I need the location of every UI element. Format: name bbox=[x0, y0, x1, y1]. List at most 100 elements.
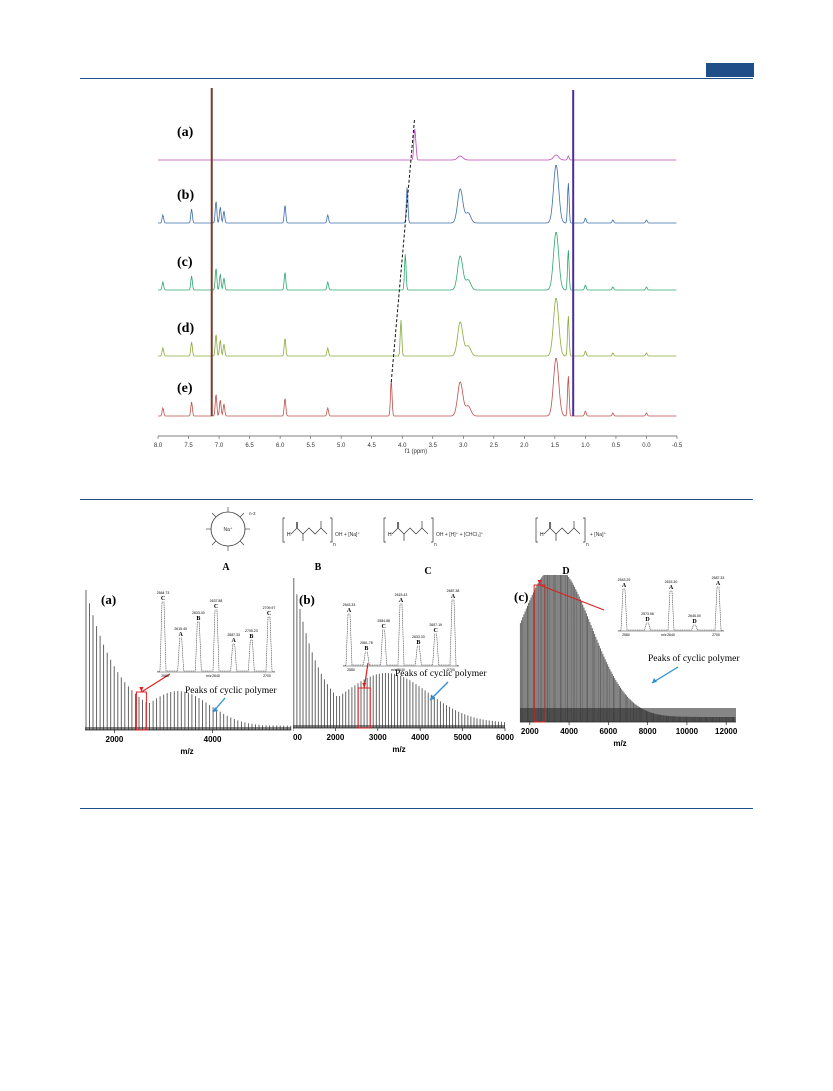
nmr-panel-label: (c) bbox=[177, 255, 193, 270]
inset-peak-value: 2615.30 bbox=[665, 580, 678, 584]
ms-tick-label: 6000 bbox=[496, 733, 514, 742]
highlight-box bbox=[533, 584, 546, 723]
inset-peak-value: 2637.88 bbox=[210, 599, 223, 603]
ms-tick-label: 6000 bbox=[599, 727, 617, 736]
nmr-panel-label: (b) bbox=[177, 188, 194, 203]
section-rule-2 bbox=[80, 808, 753, 809]
structure-a-cyclic: Na⁺ n-3 bbox=[206, 507, 256, 551]
structure-c-ion: OH + [H]⁺ + [CHCl₃]⁺ bbox=[436, 532, 484, 538]
zoom-arrow bbox=[539, 584, 605, 611]
inset-peak-value: 2687.38 bbox=[447, 589, 460, 593]
chemical-structures: Na⁺ n-3 A H OH + [Na]⁺ n B H OH + [H]⁺ +… bbox=[206, 507, 606, 576]
cyclic-polymer-annotation: Peaks of cyclic polymer bbox=[395, 668, 487, 679]
ms-spectrum-panel-c: 2000 4000 6000 8000 10000 12000 m/z (c) Peaks of… bbox=[514, 575, 740, 748]
inset-peak-value: 2657.19 bbox=[429, 623, 442, 627]
inset-peak-letter: D bbox=[692, 619, 697, 625]
inset-tick-label: 2640 bbox=[397, 668, 405, 672]
ms-panel-label: (c) bbox=[514, 589, 528, 604]
inset-tick-label: 2580 bbox=[622, 633, 630, 637]
inset-peak-value: 2564.73 bbox=[157, 591, 170, 595]
nmr-tick-label: 5.5 bbox=[306, 443, 315, 449]
ms-tick-label: 4000 bbox=[204, 735, 222, 744]
nmr-tick-label: 6.0 bbox=[276, 443, 285, 449]
structure-a-ion: Na⁺ bbox=[223, 527, 232, 533]
inset-peak-value: 2687.33 bbox=[227, 633, 240, 637]
nmr-x-axis-label: f1 (ppm) bbox=[405, 449, 427, 455]
inset-peak-letter: A bbox=[178, 632, 183, 638]
inset-peak-letter: A bbox=[399, 598, 404, 604]
inset-peak-letter: D bbox=[645, 617, 650, 623]
inset-tick-label: 2580 bbox=[347, 668, 355, 672]
nmr-tick-label: 1.5 bbox=[551, 443, 560, 449]
inset-peak-value: 2633.33 bbox=[412, 635, 425, 639]
nmr-tick-label: 0.5 bbox=[612, 443, 621, 449]
cyclic-polymer-annotation: Peaks of cyclic polymer bbox=[185, 685, 277, 696]
inset-tick-label: 2640 bbox=[212, 674, 220, 678]
inset-peak-letter: A bbox=[669, 585, 674, 591]
inset-peak-letter: A bbox=[716, 581, 721, 587]
inset-axis-label: m/z bbox=[661, 633, 667, 637]
structure-d-h: H bbox=[540, 532, 544, 538]
ms-peaks bbox=[519, 575, 736, 722]
nmr-tick-label: 8.0 bbox=[154, 443, 163, 449]
structure-c-h: H bbox=[388, 532, 392, 538]
inset-peak-value: 2646.00 bbox=[688, 614, 701, 618]
inset-peak-letter: C bbox=[267, 611, 271, 617]
ms-inset: A2543.33B2561.78C2584.88A2615.43B2633.33… bbox=[343, 589, 460, 672]
inset-axis-label: m/z bbox=[391, 668, 397, 672]
inset-peak-value: 2543.33 bbox=[343, 603, 356, 607]
nmr-tick-label: 2.5 bbox=[490, 443, 499, 449]
zoom-arrow bbox=[141, 673, 171, 693]
nmr-trace bbox=[158, 128, 677, 161]
chemical-shift-trend-line bbox=[390, 119, 415, 383]
inset-peak-letter: B bbox=[416, 640, 420, 646]
structure-d-linear: H + [Na]⁺ n bbox=[535, 517, 606, 548]
structure-label-d: D bbox=[562, 566, 569, 576]
inset-peak-value: 2573.96 bbox=[641, 612, 654, 616]
inset-peak-letter: C bbox=[381, 624, 385, 630]
ms-tick-label: 12000 bbox=[715, 727, 738, 736]
nmr-tick-label: 7.5 bbox=[184, 443, 193, 449]
highlight-box bbox=[135, 691, 147, 731]
inset-peak-value: 2584.88 bbox=[377, 619, 390, 623]
ms-axis-label: m/z bbox=[392, 745, 405, 754]
structure-label-b: B bbox=[315, 562, 322, 573]
nmr-tick-label: 3.5 bbox=[429, 443, 438, 449]
nmr-tick-label: 7.0 bbox=[215, 443, 224, 449]
structure-label-c: C bbox=[424, 566, 431, 576]
inset-peak-letter: A bbox=[451, 594, 456, 600]
inset-peak-value: 2709.97 bbox=[263, 606, 276, 610]
nmr-tick-label: 3.0 bbox=[459, 443, 468, 449]
ms-tick-label: 4000 bbox=[411, 733, 429, 742]
ms-tick-label: 3000 bbox=[369, 733, 387, 742]
structure-label-a: A bbox=[222, 562, 230, 573]
inset-peak-letter: C bbox=[433, 628, 437, 634]
nmr-stacked-spectra: (a) (b) (c) (d) (e) 8.0 7.5 7.0 6.5 6.0 5.5 5.0 4.5… bbox=[154, 88, 683, 455]
cyclic-polymer-arrow bbox=[651, 666, 679, 684]
nmr-tick-label: 5.0 bbox=[337, 443, 346, 449]
inset-peak-value: 2705.23 bbox=[245, 629, 258, 633]
ms-panel-label: (a) bbox=[101, 592, 116, 607]
inset-peak-letter: C bbox=[214, 604, 218, 610]
structure-c-subscript: n bbox=[434, 542, 437, 548]
highlight-box bbox=[357, 687, 371, 729]
inset-peak-letter: B bbox=[196, 616, 200, 622]
structure-b-h: H bbox=[287, 532, 291, 538]
ms-peaks bbox=[85, 589, 292, 730]
inset-peak-value: 2561.78 bbox=[360, 641, 373, 645]
nmr-tick-label: 4.5 bbox=[368, 443, 377, 449]
inset-axis-label: m/z bbox=[206, 674, 212, 678]
nmr-tick-label: 0.0 bbox=[642, 443, 651, 449]
nmr-panel-label: (d) bbox=[177, 321, 194, 336]
header-rule bbox=[80, 78, 753, 79]
inset-peak-letter: A bbox=[622, 583, 627, 589]
inset-peak-value: 2687.33 bbox=[712, 576, 725, 580]
structure-d-subscript: n bbox=[586, 542, 589, 548]
nmr-trace bbox=[158, 232, 677, 291]
page-number-tab bbox=[706, 63, 754, 77]
ms-inset: C2564.73A2615.49B2633.40C2637.88A2687.33… bbox=[157, 591, 276, 678]
nmr-panel-label: (a) bbox=[177, 125, 194, 140]
inset-peak-letter: A bbox=[231, 638, 236, 644]
ms-spectrum-panel-b: 1000 2000 3000 4000 5000 6000 m/z (b) Peaks of c… bbox=[293, 578, 514, 754]
